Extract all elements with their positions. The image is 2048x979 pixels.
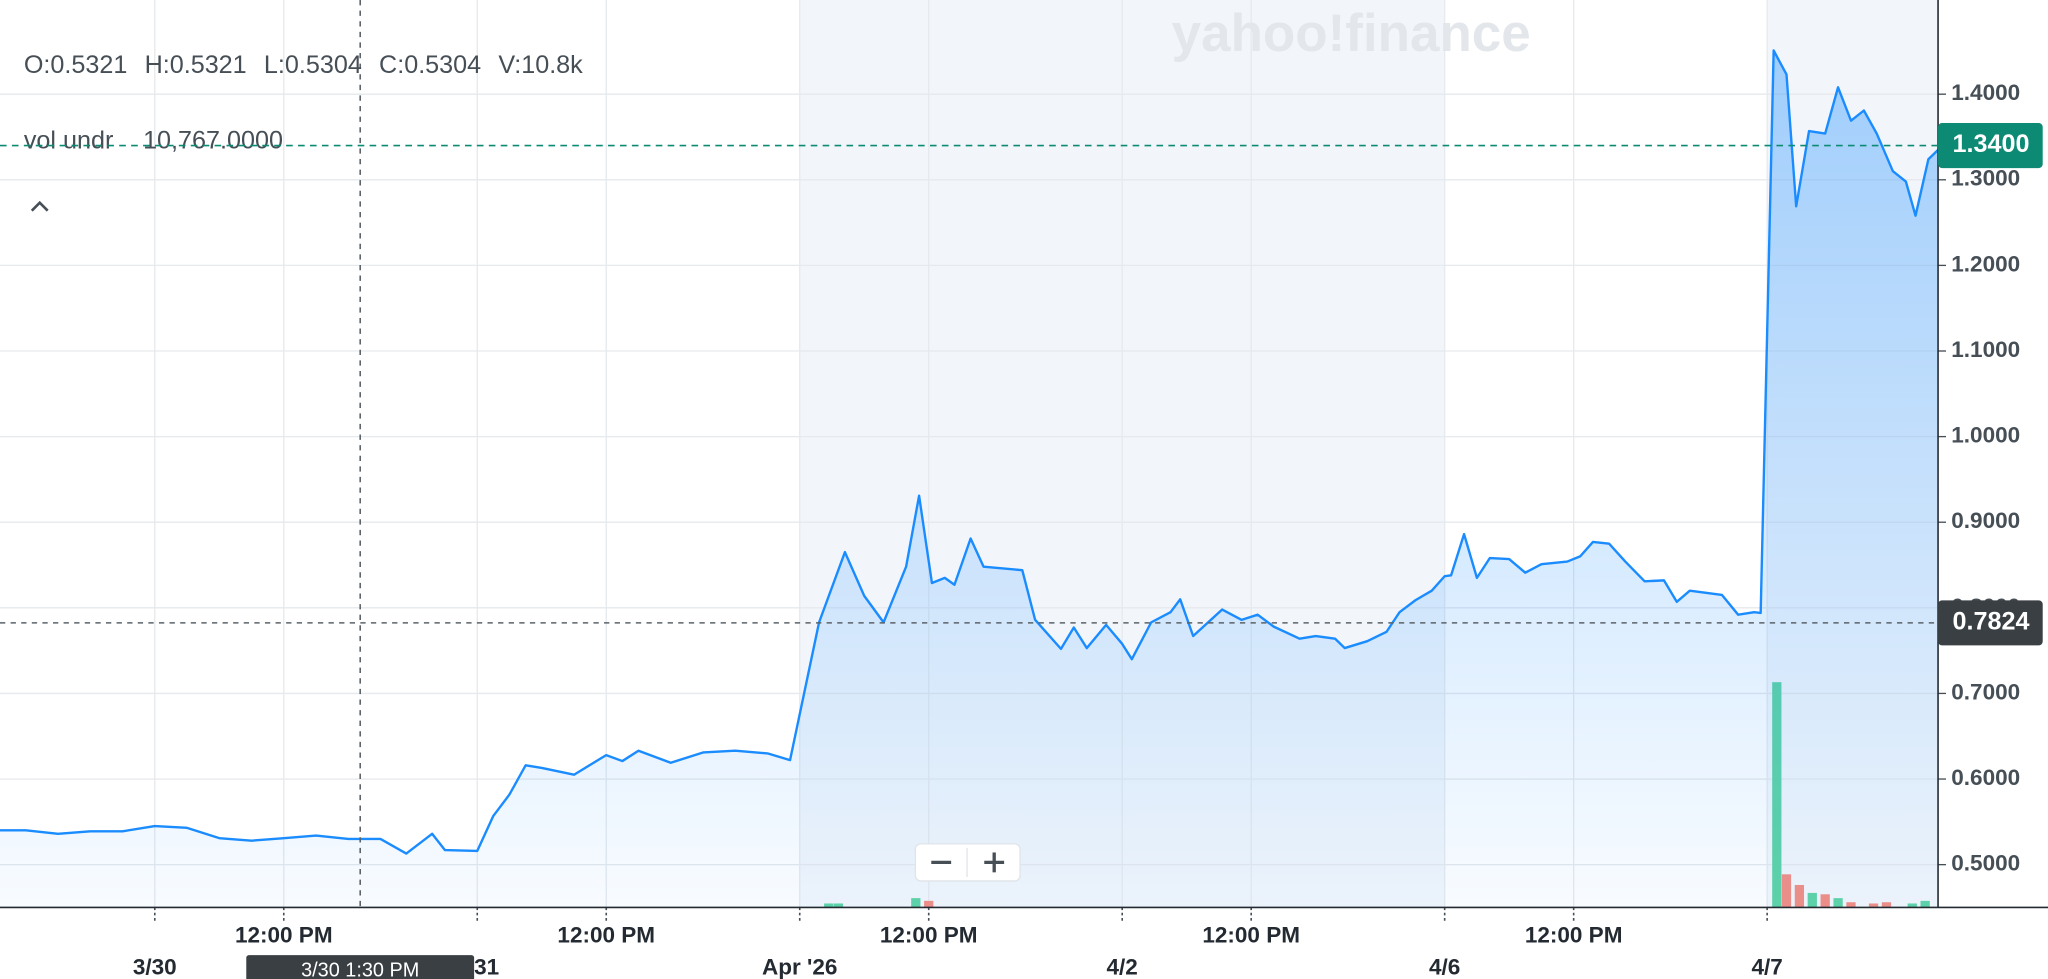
crosshair-y-label: 0.7824 (1953, 608, 2030, 636)
x-tick-label: 4/2 (1107, 954, 1138, 979)
crosshair-y-badge (1938, 600, 2043, 646)
x-tick-label: 12:00 PM (1525, 923, 1623, 948)
price-area (0, 50, 1939, 908)
study-label: vol undr (24, 126, 114, 154)
ohlc-value: H:0.5321 (145, 51, 247, 79)
ohlc-value: C:0.5304 (379, 51, 481, 79)
x-tick-label: 3/30 (133, 954, 177, 979)
x-tick-label: 12:00 PM (557, 923, 655, 948)
ohlc-value: L:0.5304 (264, 51, 362, 79)
crosshair-x-label: 3/30 1:30 PM (301, 959, 419, 979)
y-tick-label: 1.3000 (1951, 166, 2020, 191)
y-tick-label: 0.5000 (1951, 851, 2020, 876)
x-tick-label: 12:00 PM (880, 923, 978, 948)
price-line (0, 49, 1939, 855)
crosshair-x-badge (246, 955, 475, 979)
x-tick-label: 12:00 PM (235, 923, 333, 948)
x-tick-label: 4/6 (1429, 954, 1460, 979)
y-tick-label: 0.9000 (1951, 508, 2020, 533)
x-tick-label: 4/7 (1751, 954, 1782, 979)
ohlc-value: O:0.5321 (24, 51, 128, 79)
y-tick-label: 0.7000 (1951, 679, 2020, 704)
watermark: yahoo!finance (1172, 4, 1531, 63)
zoom-controls (914, 843, 1021, 882)
y-tick-label: 1.0000 (1951, 423, 2020, 448)
collapse-chevron[interactable] (30, 200, 49, 212)
study-value: 10,767.0000 (143, 126, 283, 154)
ohlc-value: V:10.8k (498, 51, 583, 79)
last-price-badge (1938, 123, 2043, 169)
y-tick-label: 0.6000 (1951, 765, 2020, 790)
y-tick-label: 1.2000 (1951, 251, 2020, 276)
last-price-label: 1.3400 (1953, 130, 2030, 158)
x-tick-label: 12:00 PM (1202, 923, 1300, 948)
x-tick-label: Apr '26 (762, 954, 837, 979)
y-tick-label: 1.1000 (1951, 337, 2020, 362)
y-tick-label: 1.4000 (1951, 80, 2020, 105)
marks-layer (0, 49, 1939, 908)
